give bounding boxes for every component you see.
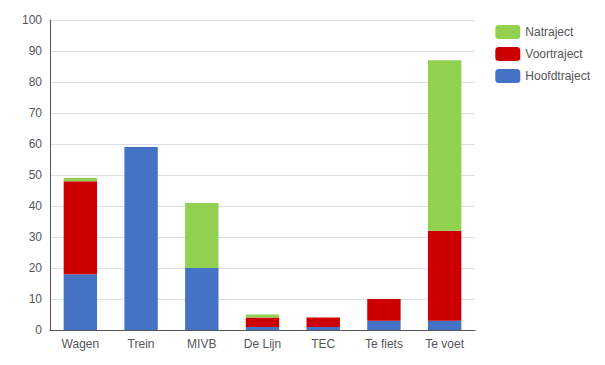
svg-text:40: 40	[29, 199, 43, 213]
svg-text:Trein: Trein	[128, 337, 155, 351]
svg-text:30: 30	[29, 230, 43, 244]
svg-text:Hoofdtraject: Hoofdtraject	[525, 69, 590, 83]
svg-text:10: 10	[29, 292, 43, 306]
svg-text:De Lijn: De Lijn	[244, 337, 281, 351]
svg-text:Voortraject: Voortraject	[525, 47, 583, 61]
svg-text:Natraject: Natraject	[525, 25, 574, 39]
svg-text:90: 90	[29, 44, 43, 58]
svg-text:60: 60	[29, 137, 43, 151]
svg-text:100: 100	[22, 13, 42, 27]
svg-text:Te fiets: Te fiets	[365, 337, 403, 351]
svg-text:TEC: TEC	[311, 337, 335, 351]
svg-text:80: 80	[29, 75, 43, 89]
svg-text:0: 0	[35, 323, 42, 337]
svg-text:70: 70	[29, 106, 43, 120]
svg-text:20: 20	[29, 261, 43, 275]
svg-text:MIVB: MIVB	[187, 337, 216, 351]
svg-text:Te voet: Te voet	[425, 337, 464, 351]
svg-text:50: 50	[29, 168, 43, 182]
svg-text:Wagen: Wagen	[62, 337, 100, 351]
